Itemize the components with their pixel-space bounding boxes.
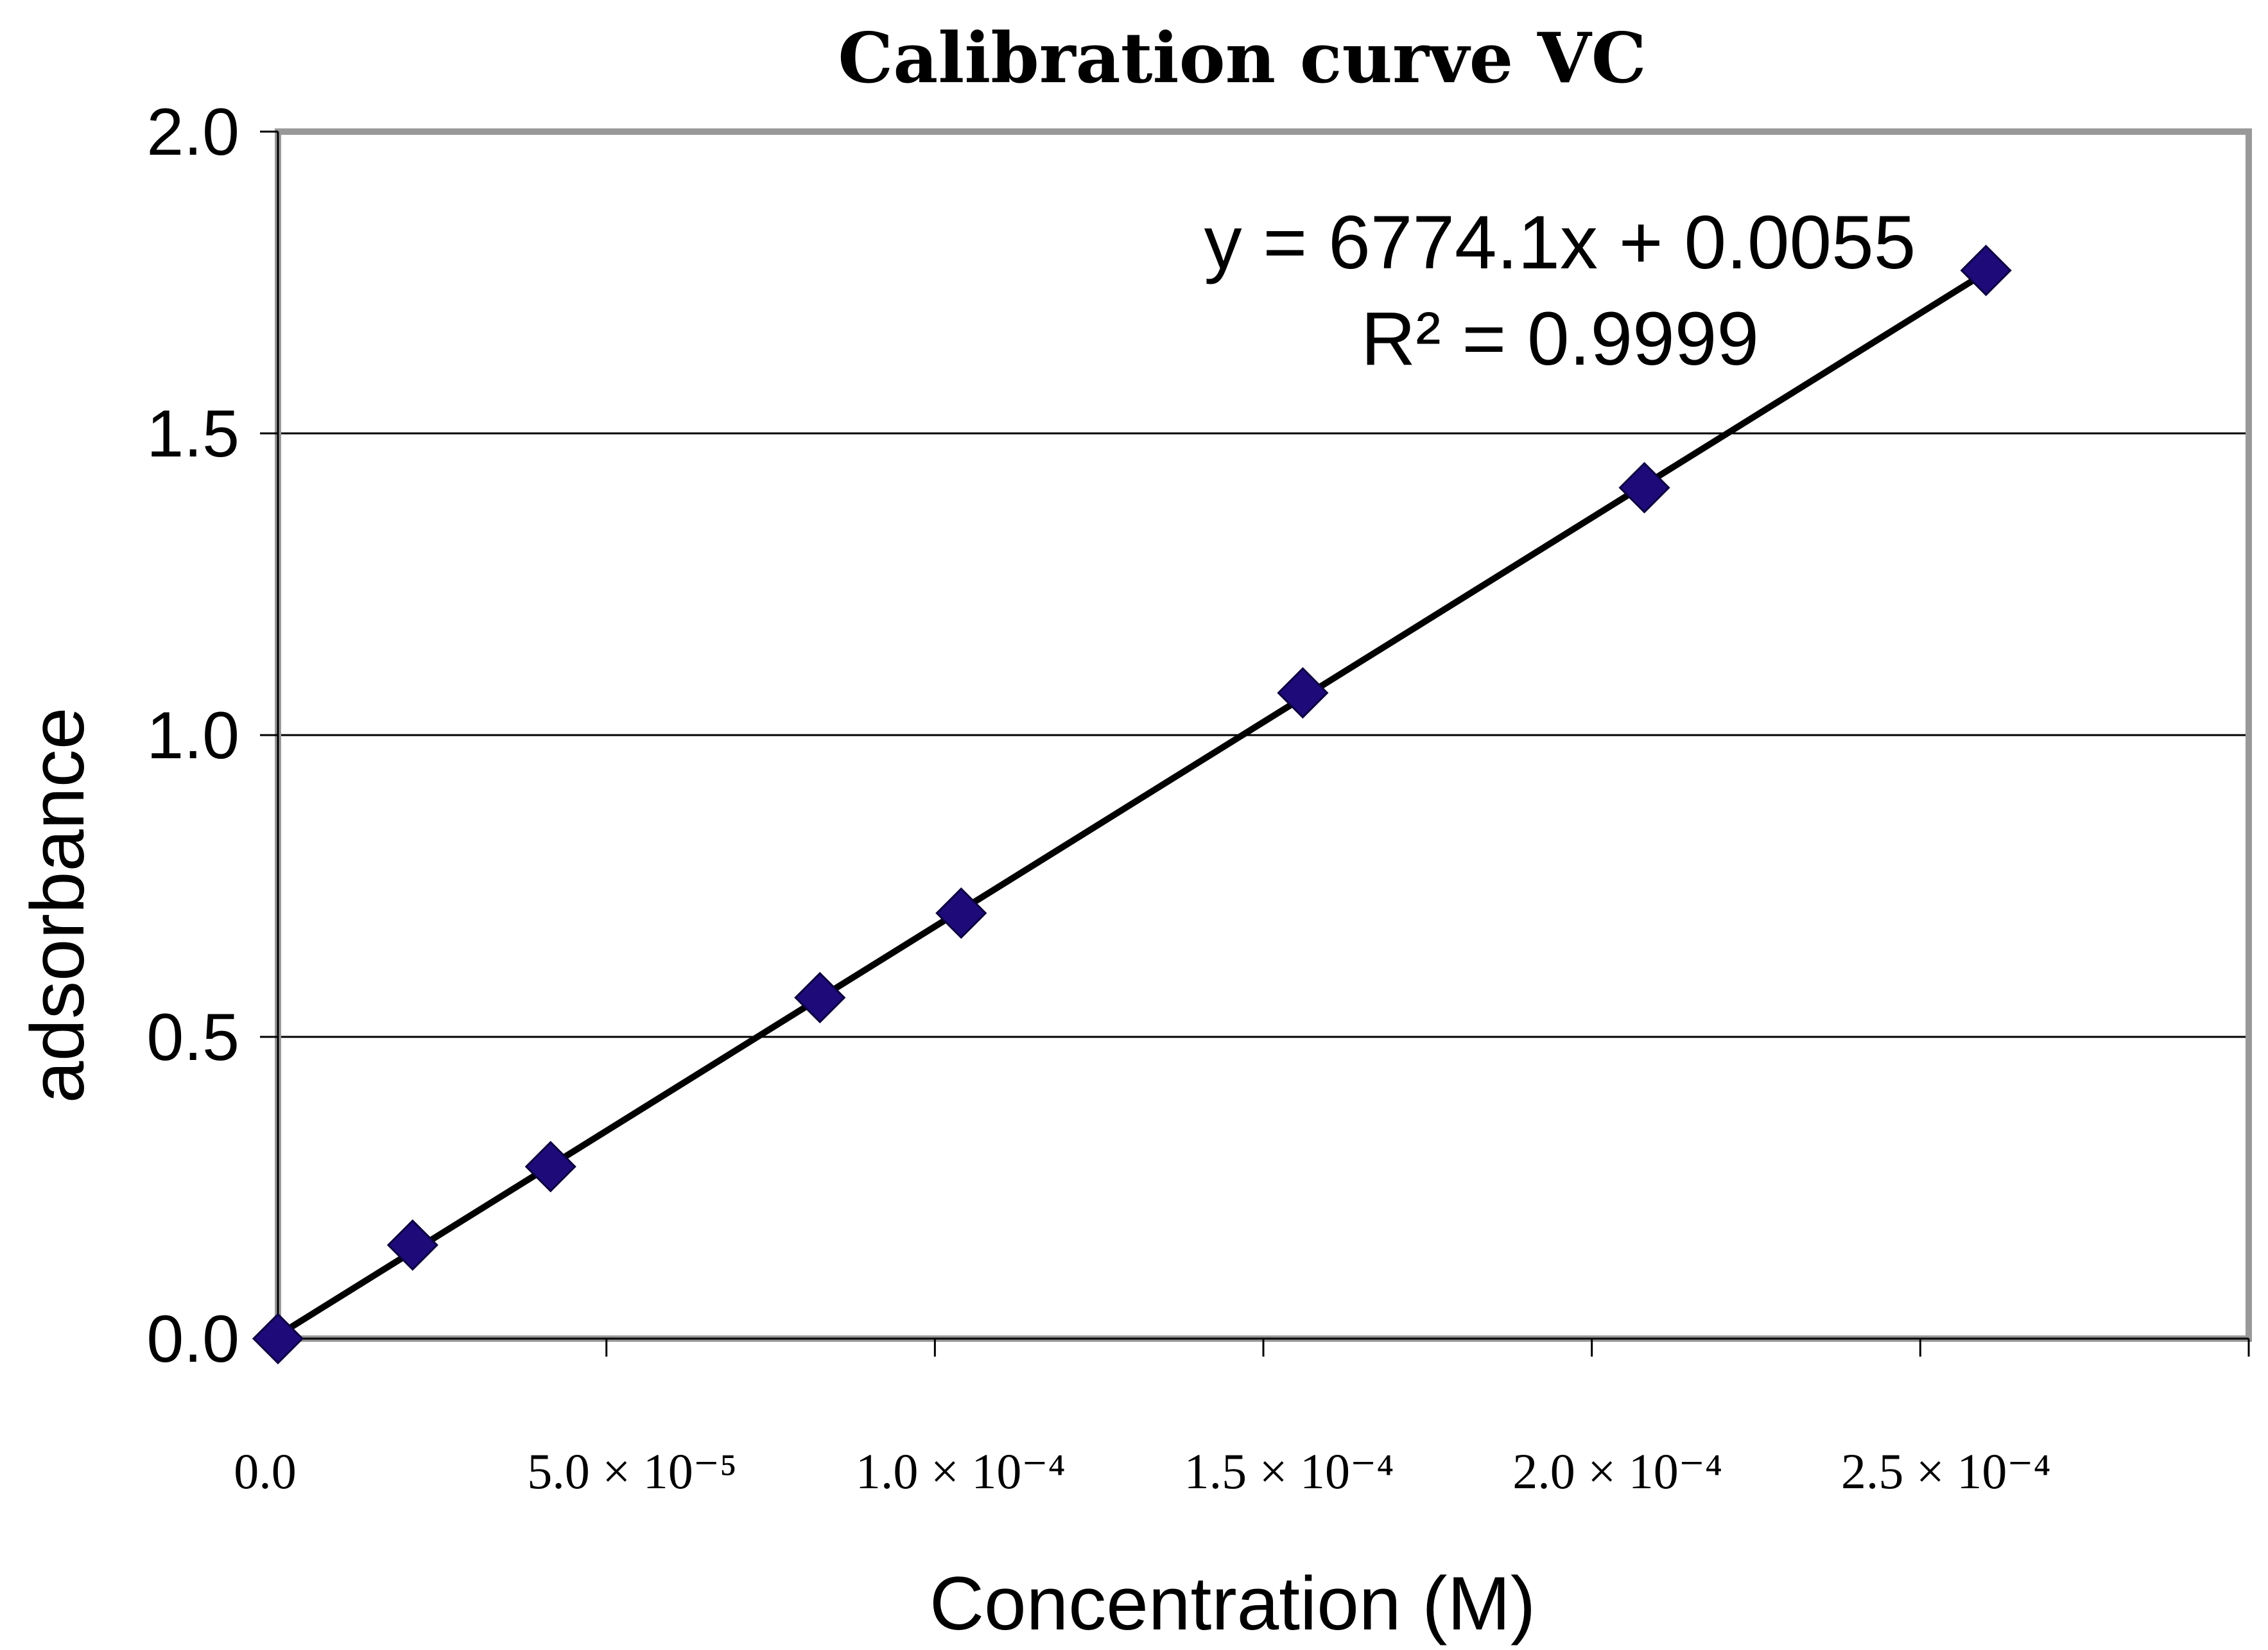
x-tick-label-4: 2.0 × 10⁻⁴ [1512,1443,1722,1499]
data-point-0 [252,1312,304,1365]
y-tick-label-3: 1.5 [146,397,239,471]
data-points [252,245,2012,1365]
data-point-1 [386,1219,438,1271]
x-tick-label-3: 1.5 × 10⁻⁴ [1184,1443,1394,1499]
data-point-3 [794,971,846,1024]
x-tick-label-5: 2.5 × 10⁻⁴ [1841,1443,2051,1499]
data-point-4 [935,887,987,939]
data-point-6 [1618,462,1670,514]
x-axis-label: Concentration (M) [930,1561,1536,1646]
data-point-7 [1960,245,2012,297]
data-point-5 [1277,667,1329,719]
y-tick-label-0: 0.0 [146,1302,239,1376]
x-tick-label-1: 5.0 × 10⁻⁵ [527,1443,737,1499]
y-tick-label-4: 2.0 [146,95,239,169]
r-squared-label: R² = 0.9999 [1361,297,1759,381]
x-tick-label-2: 1.0 × 10⁻⁴ [856,1443,1066,1499]
y-axis-label: adsorbance [15,708,100,1104]
gridlines [278,432,2249,1038]
x-tick-label-0: 0.0 [234,1443,297,1499]
data-point-2 [524,1140,576,1193]
trendline-equation: y = 6774.1x + 0.0055 [1204,200,1916,285]
x-axis-ticks: 0.0 5.0 × 10⁻⁵ 1.0 × 10⁻⁴ 1.5 × 10⁻⁴ 2.0 × 1… [234,1339,2250,1499]
y-axis-ticks: 0.0 0.5 1.0 1.5 2.0 [146,95,278,1376]
y-tick-label-2: 1.0 [146,699,239,773]
y-tick-label-1: 0.5 [146,1000,239,1075]
chart-title: Calibration curve VC [838,18,1646,99]
